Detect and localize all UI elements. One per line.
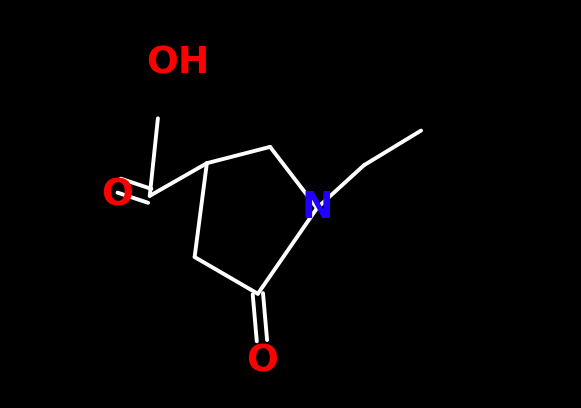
Text: O: O [246, 343, 278, 379]
Text: OH: OH [146, 45, 210, 81]
Text: N: N [302, 190, 333, 226]
Text: O: O [101, 178, 133, 214]
